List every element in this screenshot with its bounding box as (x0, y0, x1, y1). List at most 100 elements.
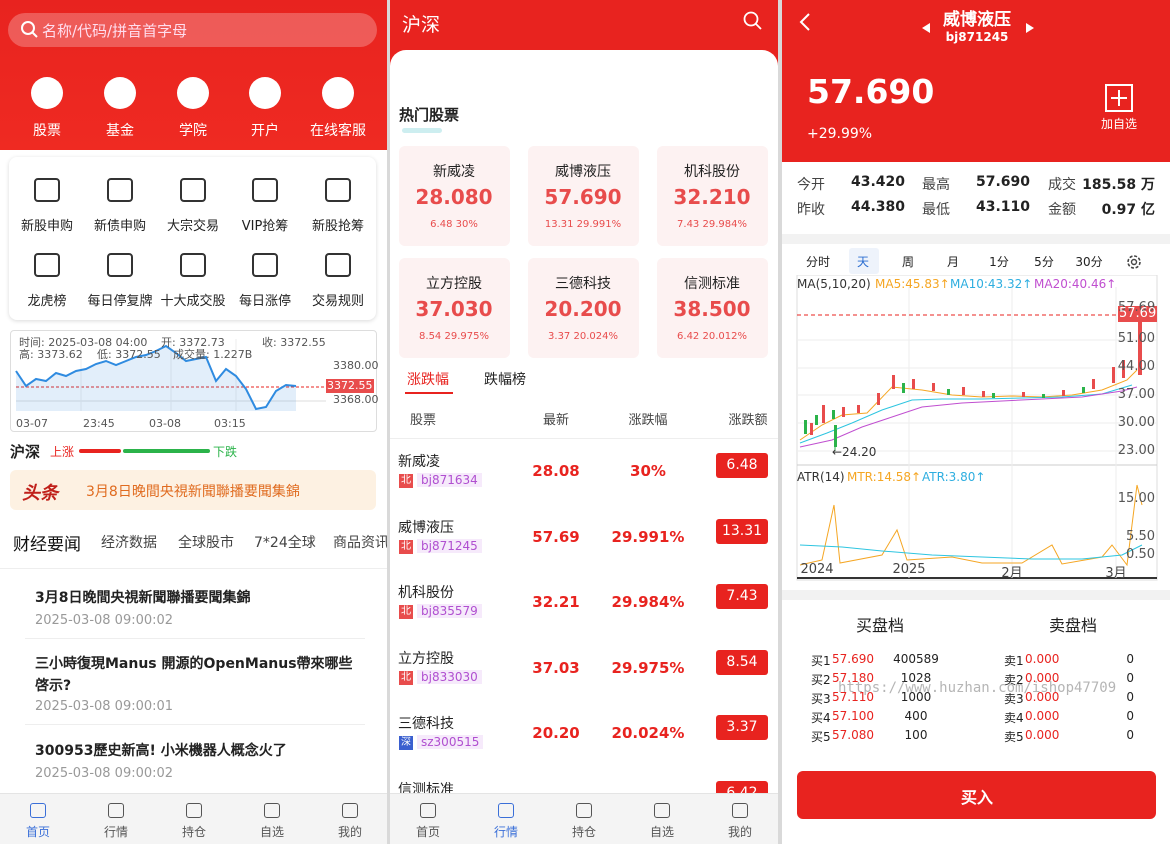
nav-label[interactable]: 开户 (251, 123, 279, 139)
tab-bar: 首页 行情 持仓 自选 我的 (0, 793, 387, 844)
nav-label[interactable]: 在线客服 (310, 123, 366, 139)
back-button[interactable] (798, 12, 812, 32)
tab-icon[interactable] (264, 803, 280, 818)
tool-label[interactable]: 龙虎榜 (27, 294, 67, 309)
period-tab[interactable]: 30分 (1075, 255, 1103, 269)
tab-icon[interactable] (30, 803, 46, 818)
nav-icon[interactable] (31, 77, 63, 109)
stock-name[interactable]: 机科股份 (398, 585, 454, 601)
tool-icon[interactable] (107, 253, 133, 277)
hot-stock-change: 8.54 29.975% (419, 331, 489, 342)
news-title[interactable]: 3月8日晚間央視新聞聯播要聞集錦 (35, 590, 251, 606)
tab-icon[interactable] (732, 803, 748, 818)
news-tab[interactable]: 全球股市 (178, 535, 234, 551)
column-header: 股票 (410, 413, 437, 428)
book-label: 卖5 (1004, 730, 1024, 744)
tool-icon[interactable] (34, 178, 60, 202)
headline-bar[interactable]: 头条 3月8日晚間央視新聞聯播要聞集錦 (10, 470, 376, 510)
news-tab[interactable]: 7*24全球 (254, 535, 316, 551)
tab-icon[interactable] (108, 803, 124, 818)
period-tab[interactable]: 月 (946, 255, 960, 269)
tab-icon[interactable] (498, 803, 514, 818)
search-icon[interactable] (742, 10, 764, 32)
x-tick-label: 03-07 (16, 417, 48, 430)
stock-name[interactable]: 立方控股 (398, 650, 454, 667)
stock-name[interactable]: 新威凌 (398, 454, 440, 470)
news-tab[interactable]: 财经要闻 (13, 535, 81, 555)
exchange-badge: 北 (399, 474, 413, 488)
tool-icon[interactable] (180, 253, 206, 277)
news-title[interactable]: 300953歷史新高! 小米機器人概念火了 (35, 743, 287, 759)
period-tab[interactable]: 1分 (989, 255, 1009, 269)
add-watchlist[interactable]: 加自选 (1100, 117, 1138, 131)
nav-icon[interactable] (249, 77, 281, 109)
tab-icon[interactable] (420, 803, 436, 818)
tool-label[interactable]: VIP抢筹 (241, 219, 289, 234)
tab-label[interactable]: 自选 (259, 825, 285, 839)
nav-label[interactable]: 基金 (106, 123, 134, 139)
buy-button[interactable]: 买入 (797, 771, 1156, 819)
hot-stock-name: 立方控股 (426, 276, 482, 292)
home-panel: 名称/代码/拼音首字母 股票 基金 学院 开户 在线客服 新股申购 新债申购 大宗交易 VIP… (0, 0, 387, 844)
tool-icon[interactable] (34, 253, 60, 277)
tool-label[interactable]: 每日停复牌 (87, 294, 153, 309)
hot-stock-card[interactable]: 威博液压 57.690 13.31 29.991% (528, 146, 639, 246)
tab-icon[interactable] (654, 803, 670, 818)
tab-label[interactable]: 持仓 (571, 825, 597, 839)
news-tab[interactable]: 商品资讯 (333, 535, 387, 551)
period-tab[interactable]: 5分 (1034, 255, 1054, 269)
tab-label[interactable]: 行情 (493, 825, 519, 839)
tool-label[interactable]: 交易规则 (311, 294, 365, 309)
next-stock[interactable] (1024, 23, 1034, 33)
tab-label[interactable]: 我的 (337, 825, 363, 839)
tool-icon[interactable] (325, 178, 351, 202)
tool-icon[interactable] (325, 253, 351, 277)
tool-icon[interactable] (252, 253, 278, 277)
chart-low: 低: 3372.55 (97, 348, 161, 361)
hot-stock-card[interactable]: 立方控股 37.030 8.54 29.975% (399, 258, 510, 358)
tab-icon[interactable] (342, 803, 358, 818)
hot-stock-card[interactable]: 机科股份 32.210 7.43 29.984% (657, 146, 768, 246)
tool-label[interactable]: 大宗交易 (166, 219, 220, 234)
rank-tab[interactable]: 涨跌幅 (407, 372, 449, 388)
tool-label[interactable]: 新股抢筹 (311, 219, 365, 234)
tool-label[interactable]: 新股申购 (20, 219, 74, 234)
period-tab[interactable]: 周 (901, 255, 915, 269)
nav-icon[interactable] (322, 77, 354, 109)
hot-stock-card[interactable]: 信测标准 38.500 6.42 20.012% (657, 258, 768, 358)
settings-icon[interactable] (1125, 253, 1143, 271)
rank-tab[interactable]: 跌幅榜 (484, 372, 526, 388)
stock-pct: 29.984% (611, 593, 685, 611)
add-icon[interactable] (1105, 84, 1133, 112)
tab-label[interactable]: 首页 (25, 825, 51, 839)
tool-label[interactable]: 十大成交股 (160, 294, 226, 309)
tool-icon[interactable] (180, 178, 206, 202)
tab-label[interactable]: 行情 (103, 825, 129, 839)
tab-label[interactable]: 自选 (649, 825, 675, 839)
tool-label[interactable]: 每日涨停 (238, 294, 292, 309)
prev-stock[interactable] (922, 23, 932, 33)
tab-icon[interactable] (186, 803, 202, 818)
stock-name[interactable]: 三德科技 (398, 716, 454, 732)
tool-icon[interactable] (252, 178, 278, 202)
stock-name[interactable]: 威博液压 (398, 519, 454, 536)
tab-label[interactable]: 首页 (415, 825, 441, 839)
nav-icon[interactable] (104, 77, 136, 109)
nav-icon[interactable] (177, 77, 209, 109)
period-tab[interactable]: 天 (856, 255, 870, 269)
tool-icon[interactable] (107, 178, 133, 202)
tab-icon[interactable] (576, 803, 592, 818)
tool-label[interactable]: 新债申购 (93, 219, 147, 234)
tab-label[interactable]: 持仓 (181, 825, 207, 839)
stock-code: bj871634 (417, 473, 482, 487)
period-tab[interactable]: 分时 (805, 255, 831, 269)
tab-label[interactable]: 我的 (727, 825, 753, 839)
hot-stock-card[interactable]: 三德科技 20.200 3.37 20.024% (528, 258, 639, 358)
exchange-badge: 深 (399, 736, 413, 750)
news-title[interactable]: 三小時復現Manus 開源的OpenManus帶來哪些啓示? (35, 656, 353, 694)
news-tab[interactable]: 经济数据 (101, 535, 157, 551)
nav-label[interactable]: 学院 (179, 123, 207, 139)
nav-label[interactable]: 股票 (33, 123, 61, 139)
hot-stock-card[interactable]: 新威凌 28.080 6.48 30% (399, 146, 510, 246)
search-bar[interactable]: 名称/代码/拼音首字母 (8, 13, 377, 47)
